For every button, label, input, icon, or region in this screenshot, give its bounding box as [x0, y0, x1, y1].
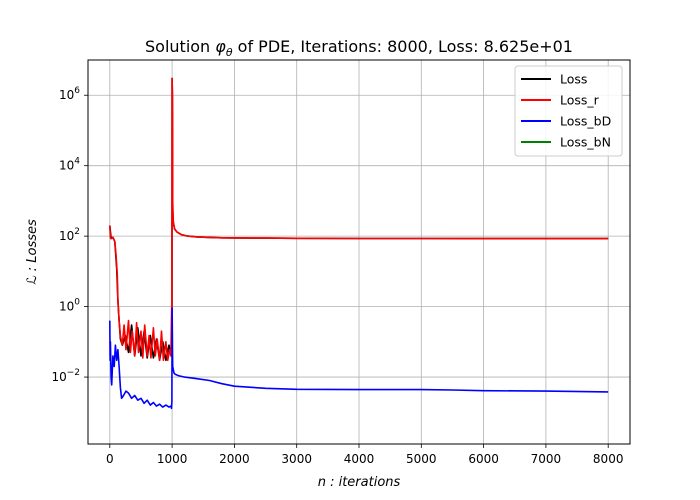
y-tick-label: 100	[59, 298, 80, 314]
y-tick-base: 10	[59, 229, 74, 243]
legend-box	[514, 65, 623, 157]
x-tick-label: 0	[106, 452, 114, 466]
y-tick-base: 10	[51, 370, 66, 384]
series-line-loss-bd	[109, 307, 609, 410]
x-tick-label: 1000	[157, 452, 188, 466]
y-tick-exponent: −2	[67, 368, 80, 378]
x-tick-label: 7000	[531, 452, 562, 466]
x-tick-label: 4000	[344, 452, 375, 466]
chart-title-prefix: Solution	[145, 37, 215, 56]
x-axis-label: n : iterations	[318, 475, 401, 490]
x-tick-label: 5000	[406, 452, 437, 466]
chart-title-theta: θ	[226, 46, 233, 59]
chart-title-suffix: of PDE, Iterations: 8000, Loss: 8.625e+0…	[233, 37, 573, 56]
y-tick-base: 10	[59, 159, 74, 173]
y-tick-label: 106	[59, 86, 80, 102]
y-tick-label: 104	[59, 157, 80, 173]
chart-title: Solution φθ of PDE, Iterations: 8000, Lo…	[145, 37, 573, 59]
legend-label-loss: Loss	[560, 72, 587, 87]
y-tick-exponent: 6	[74, 86, 80, 96]
legend-label-loss-bd: Loss_bD	[560, 114, 611, 129]
y-tick-label: 10−2	[51, 368, 80, 384]
y-tick-base: 10	[59, 300, 74, 314]
y-tick-exponent: 2	[74, 227, 80, 237]
x-axis-ticks: 0 1000 2000 3000 4000 5000 6000 7000 8000	[106, 444, 623, 466]
legend-label-loss-bn: Loss_bN	[560, 135, 611, 150]
x-tick-label: 2000	[219, 452, 250, 466]
x-tick-label: 6000	[468, 452, 499, 466]
x-tick-label: 8000	[593, 452, 624, 466]
legend-label-loss-r: Loss_r	[560, 93, 600, 108]
legend: Loss Loss_r Loss_bD Loss_bN	[514, 65, 623, 157]
y-tick-label: 102	[59, 227, 80, 243]
y-tick-base: 10	[59, 88, 74, 102]
series-line-loss-r	[109, 77, 609, 362]
y-axis-label: ℒ : Losses	[25, 219, 40, 285]
x-tick-label: 3000	[281, 452, 312, 466]
y-tick-exponent: 0	[74, 298, 80, 308]
y-tick-exponent: 4	[74, 157, 80, 167]
series-layer	[109, 77, 609, 410]
chart-title-phi: φ	[215, 37, 226, 56]
